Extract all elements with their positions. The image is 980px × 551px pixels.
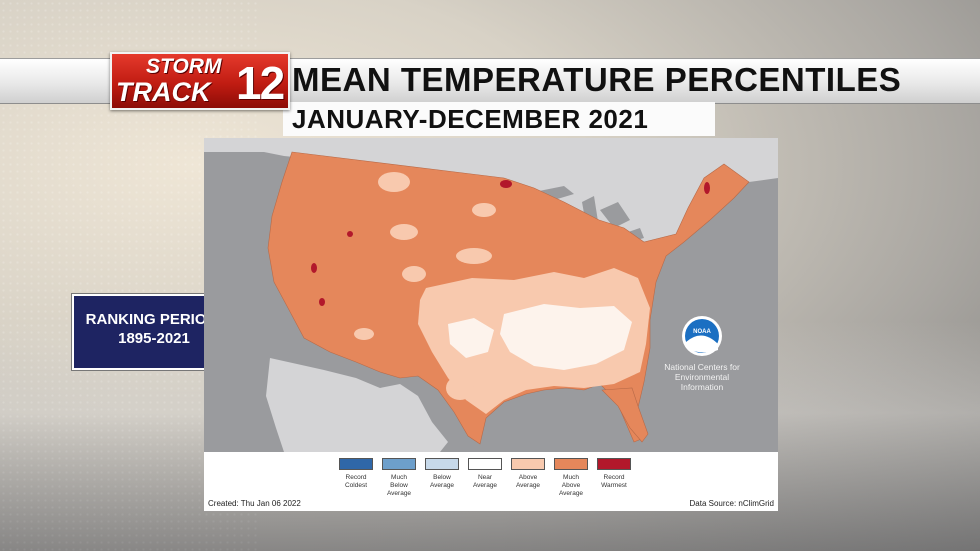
legend-label: Record Warmest — [594, 474, 634, 490]
legend-text: Average — [558, 490, 584, 497]
ranking-label: RANKING PERIOD: — [85, 311, 223, 328]
data-source: Data Source: nClimGrid — [689, 499, 774, 508]
blotch-montana — [378, 172, 410, 192]
legend-text: Much — [563, 474, 579, 481]
noaa-logo: NOAA — [682, 316, 722, 356]
legend-swatch — [382, 458, 416, 470]
legend-swatch — [597, 458, 631, 470]
legend-text: Warmest — [601, 482, 627, 489]
blotch-newmexico — [354, 328, 374, 340]
logo-storm-text: STORM — [146, 55, 222, 78]
noaa-caption-line-2: Environmental — [674, 372, 730, 382]
florida — [601, 387, 649, 443]
legend-swatch — [339, 458, 373, 470]
legend-text: Average — [515, 482, 541, 489]
stormtrack-logo: STORM TRACK 12 — [110, 52, 290, 110]
legend-text: Average — [472, 482, 498, 489]
legend-text: Much — [391, 474, 407, 481]
map-area: NOAA National Centers for Environmental … — [204, 138, 778, 452]
record-maine — [704, 182, 710, 194]
noaa-caption-line-3: Information — [680, 382, 724, 392]
created-date: Created: Thu Jan 06 2022 — [208, 499, 301, 508]
legend-label: Above Average — [508, 474, 548, 490]
legend-text: Average — [386, 490, 412, 497]
legend-text: Below — [390, 482, 408, 489]
legend-text: Above — [518, 474, 538, 481]
legend-record-warmest: Record Warmest — [594, 458, 634, 490]
record-california — [311, 263, 317, 273]
logo-track-text: TRACK — [116, 77, 211, 107]
subtitle-box — [283, 102, 715, 136]
legend-text: Below — [433, 474, 451, 481]
record-nevada — [319, 298, 325, 306]
record-idaho — [347, 231, 353, 237]
legend-record-coldest: Record Coldest — [336, 458, 376, 490]
us-temperature-map: NOAA — [204, 138, 778, 452]
map-legend: Record Coldest Much Below Average Below … — [336, 458, 636, 502]
legend-much-below-average: Much Below Average — [379, 458, 419, 498]
legend-near-average: Near Average — [465, 458, 505, 490]
noaa-caption-line-1: National Centers for — [664, 362, 740, 372]
page-title: MEAN TEMPERATURE PERCENTILES — [292, 61, 902, 98]
legend-text: Above — [561, 482, 581, 489]
blotch-texas — [446, 376, 474, 400]
legend-swatch — [468, 458, 502, 470]
region-near-average-west — [448, 318, 494, 358]
blotch-dakota — [472, 203, 496, 217]
canada-landmass — [204, 138, 778, 242]
legend-swatch — [511, 458, 545, 470]
mexico-landmass — [266, 358, 448, 452]
legend-text: Coldest — [344, 482, 368, 489]
blotch-colorado — [402, 266, 426, 282]
blotch-wyoming — [390, 224, 418, 240]
legend-text: Record — [345, 474, 367, 481]
map-panel: NOAA National Centers for Environmental … — [204, 138, 778, 511]
legend-label: Near Average — [465, 474, 505, 490]
legend-label: Much Above Average — [551, 474, 591, 498]
noaa-caption: National Centers for Environmental Infor… — [652, 362, 752, 392]
record-minnesota — [500, 180, 512, 188]
legend-much-above-average: Much Above Average — [551, 458, 591, 498]
logo-number: 12 — [236, 57, 285, 109]
legend-label: Record Coldest — [336, 474, 376, 490]
legend-below-average: Below Average — [422, 458, 462, 490]
legend-above-average: Above Average — [508, 458, 548, 490]
legend-label: Below Average — [422, 474, 462, 490]
legend-label: Much Below Average — [379, 474, 419, 498]
legend-text: Near — [477, 474, 493, 481]
legend-swatch — [425, 458, 459, 470]
legend-swatch — [554, 458, 588, 470]
legend-text: Average — [429, 482, 455, 489]
region-near-average — [500, 304, 632, 370]
page-subtitle: JANUARY-DECEMBER 2021 — [292, 104, 649, 134]
noaa-logo-text: NOAA — [693, 329, 711, 335]
ranking-years: 1895-2021 — [118, 330, 190, 347]
blotch-nebraska — [456, 248, 492, 264]
legend-text: Record — [603, 474, 625, 481]
